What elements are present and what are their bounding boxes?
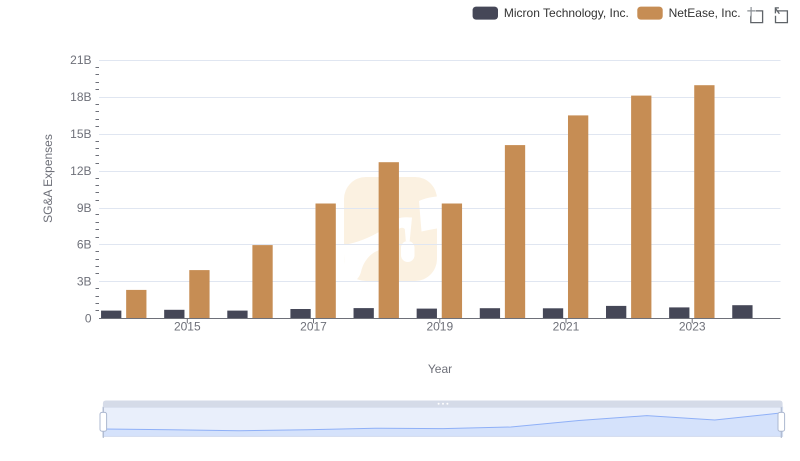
svg-text:3B: 3B (77, 275, 92, 289)
svg-text:2021: 2021 (553, 320, 580, 334)
svg-text:21B: 21B (70, 53, 91, 67)
svg-text:NetEase, Inc.: NetEase, Inc. (669, 6, 741, 20)
svg-text:SG&A Expenses: SG&A Expenses (41, 134, 55, 223)
svg-text:2017: 2017 (300, 320, 327, 334)
svg-text:Micron Technology, Inc.: Micron Technology, Inc. (504, 6, 629, 20)
svg-text:12B: 12B (70, 164, 91, 178)
svg-text:0: 0 (85, 311, 92, 325)
svg-text:2015: 2015 (174, 320, 201, 334)
svg-text:15B: 15B (70, 127, 91, 141)
svg-text:9B: 9B (77, 201, 92, 215)
svg-text:Year: Year (428, 362, 452, 376)
svg-text:6B: 6B (77, 238, 92, 252)
svg-text:18B: 18B (70, 90, 91, 104)
svg-text:2023: 2023 (679, 320, 706, 334)
svg-text:2019: 2019 (426, 320, 453, 334)
